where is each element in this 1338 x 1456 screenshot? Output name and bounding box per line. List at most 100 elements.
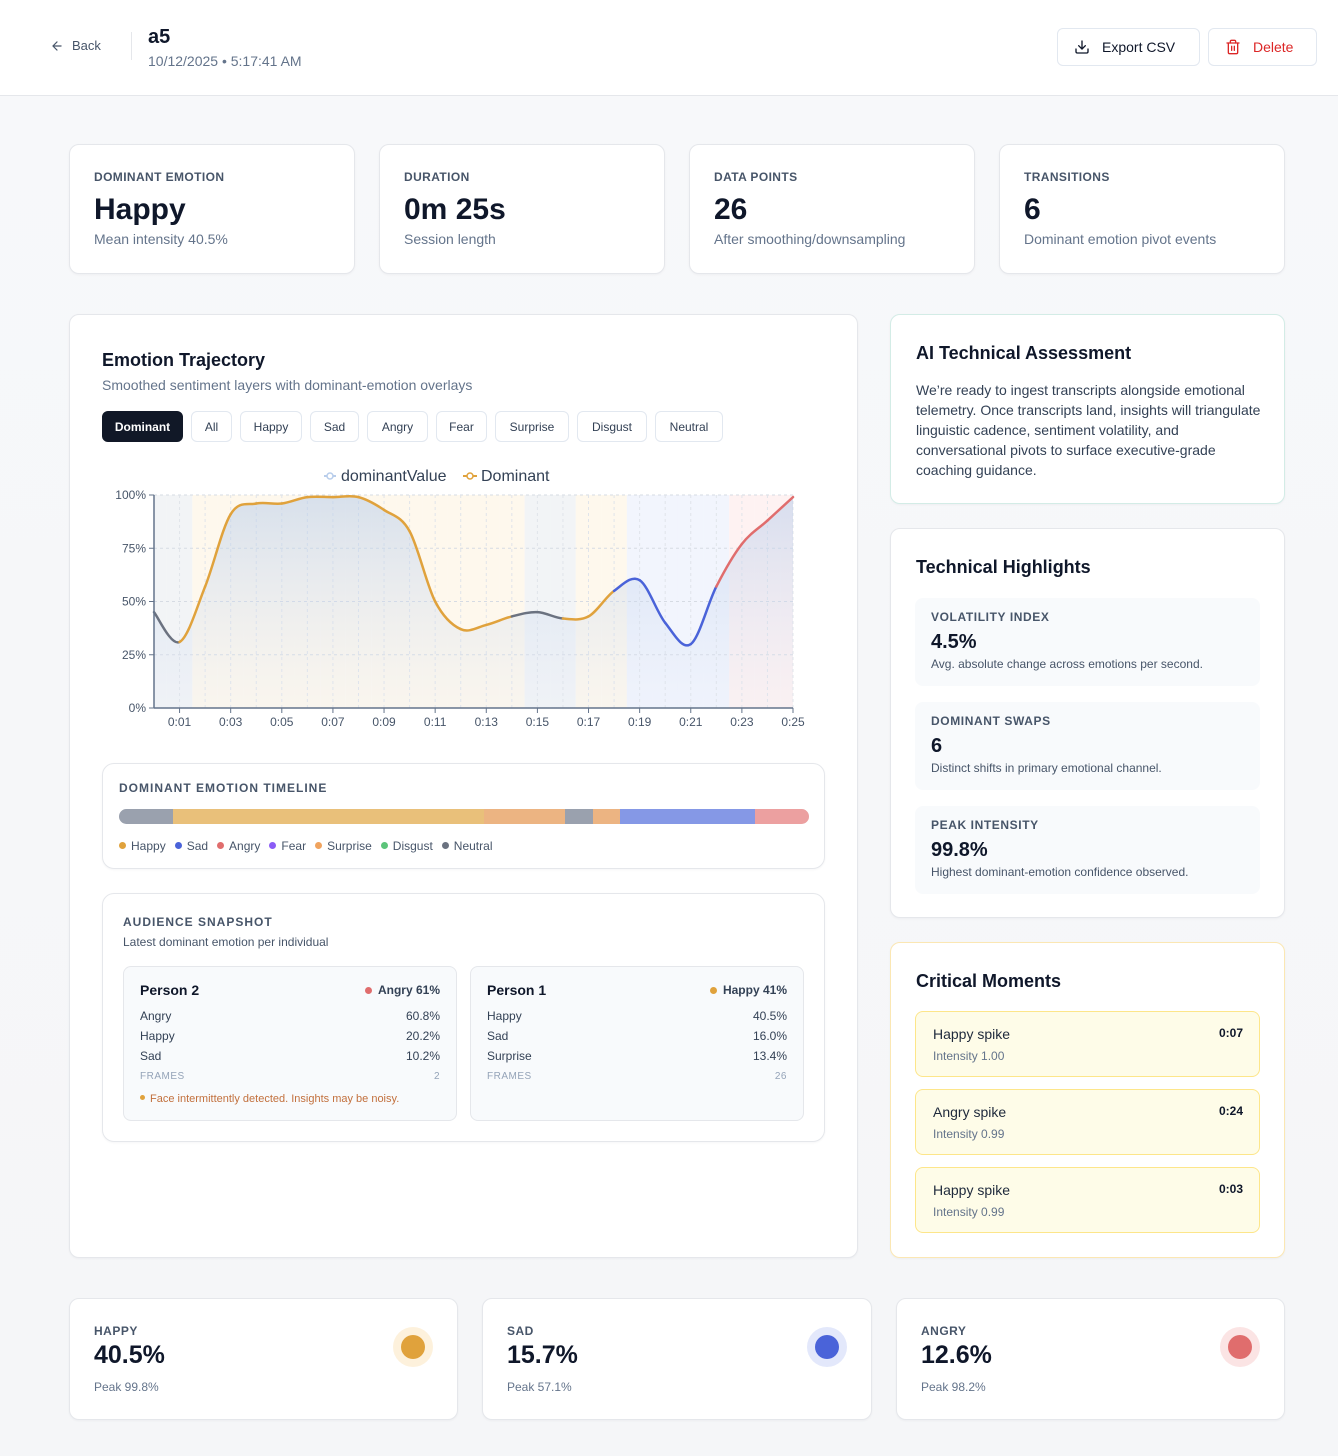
x-tick-label: 0:25 [781,715,805,729]
stat-card-transitions: TRANSITIONS 6 Dominant emotion pivot eve… [999,144,1285,274]
dominant-line-segment[interactable] [357,495,386,512]
critical-moment-item[interactable]: Angry spike Intensity 0.99 0:24 [915,1089,1260,1155]
row-value: 40.5% [752,1009,787,1023]
delete-button[interactable]: Delete [1208,28,1317,66]
stat-value: 6 [1024,193,1041,226]
dominant-line-segment[interactable] [689,585,718,646]
row-label: Happy [487,1009,522,1023]
dominant-line-segment[interactable] [638,578,667,625]
back-button[interactable]: Back [50,38,101,53]
legend-item-angry: Angry [217,839,260,853]
person-card-person-2[interactable]: Person 2 Angry 61% Angry 60.8% Happy 20.2%… [123,966,457,1121]
dominant-line-segment[interactable] [331,494,360,499]
row-value: 10.2% [405,1049,440,1063]
timeline-segment-neutral[interactable] [119,809,174,824]
timeline-segment-surprise[interactable] [592,809,620,824]
dominant-line-segment[interactable] [587,589,616,618]
moment-intensity: Intensity 1.00 [933,1049,1005,1063]
filter-chip-happy[interactable]: Happy [240,411,302,442]
dominant-line-segment[interactable] [766,495,795,522]
timeline-segment-angry[interactable] [754,809,809,824]
person-badge-label: Angry 61% [377,983,440,997]
person-emotion-row: Sad 16.0% [487,1029,787,1043]
assessment-title: AI Technical Assessment [916,343,1132,363]
dominant-line-segment[interactable] [510,610,539,618]
angry-dot-icon [217,842,225,849]
highlight-value: 99.8% [931,839,988,861]
timeline-segment-surprise[interactable] [484,809,566,824]
filter-chip-surprise[interactable]: Surprise [495,411,569,442]
dominant-line-segment[interactable] [485,615,514,627]
legend-item-sad: Sad [174,838,209,853]
dominant-line-segment[interactable] [663,621,693,647]
person-dominant-badge: Happy 41% [709,983,787,997]
dominant-line-segment[interactable] [280,495,309,505]
happy-dot-icon [119,842,126,849]
dominant-line-segment[interactable] [433,600,462,631]
x-tick-label: 0:15 [526,715,550,729]
dominant-line-segment[interactable] [229,502,258,516]
emotion-peak: Peak 99.8% [94,1380,159,1394]
filter-chip-sad[interactable]: Sad [310,411,359,442]
person-emotion-row: Sad 10.2% [140,1049,440,1063]
angry-dot-icon [364,986,372,994]
highlight-sub: Distinct shifts in primary emotional cha… [931,761,1162,775]
filter-chip-disgust[interactable]: Disgust [577,411,647,442]
dominant-line-segment[interactable] [203,512,232,588]
person-card-person-1[interactable]: Person 1 Happy 41% Happy 40.5% Sad 16.0% S… [470,966,804,1121]
page-timestamp: 10/12/2025 • 5:17:41 AM [148,53,302,69]
highlight-volatility-index: VOLATILITY INDEX 4.5% Avg. absolute chan… [915,598,1260,686]
row-value: 13.4% [752,1049,787,1063]
warning-dot-icon [140,1095,145,1100]
filter-chip-angry[interactable]: Angry [367,411,428,442]
filter-chip-fear[interactable]: Fear [436,411,487,442]
neutral-dot-icon [441,842,449,849]
happy-indicator-icon [393,1327,433,1367]
top-bar: Back a5 10/12/2025 • 5:17:41 AM Export C… [0,0,1338,96]
sad-indicator-icon [807,1327,847,1367]
legend-marker-dominant-value [326,472,334,480]
legend-item-disgust: Disgust [380,839,433,853]
dominant-line-segment[interactable] [408,529,437,603]
stat-sub: Session length [404,231,496,247]
export-csv-button[interactable]: Export CSV [1057,28,1200,66]
legend-label: Sad [186,838,209,853]
dominant-line-segment[interactable] [561,615,590,621]
timeline-segment-sad[interactable] [619,809,755,824]
trajectory-title: Emotion Trajectory [102,350,266,370]
row-value: 60.8% [405,1009,440,1023]
stat-value: 26 [714,193,748,226]
dominant-line-segment[interactable] [459,623,488,632]
filter-chip-all[interactable]: All [191,411,232,442]
stat-sub: After smoothing/downsampling [714,231,906,247]
highlight-label: DOMINANT SWAPS [931,714,1051,728]
dominant-line-segment[interactable] [152,610,181,644]
filter-chip-neutral[interactable]: Neutral [655,411,723,442]
dominant-line-segment[interactable] [715,542,744,588]
row-label: Happy [140,1029,175,1043]
x-tick-label: 0:11 [424,715,447,729]
dominant-line-segment[interactable] [382,508,411,533]
critical-title: Critical Moments [916,971,1062,991]
critical-moment-item[interactable]: Happy spike Intensity 0.99 0:03 [915,1167,1260,1233]
dominant-line-segment[interactable] [536,610,565,620]
ai-technical-assessment: AI Technical Assessment We’re ready to i… [890,314,1285,504]
timeline-segment-happy[interactable] [173,809,485,824]
dominant-line-segment[interactable] [612,577,641,593]
person-frames: FRAMES 26 [487,1071,787,1082]
emotion-trajectory-chart[interactable]: 0% 25% 50% 75% 100% 0:01 0:03 0:05 0:07 0:09 0:11 0… [100,462,820,752]
emotion-value: 12.6% [921,1341,992,1369]
dominant-line-segment[interactable] [740,519,769,546]
person-warning: Face intermittently detected. Insights m… [140,1093,399,1105]
highlight-sub: Highest dominant-emotion confidence obse… [931,865,1189,879]
page-title: a5 [148,26,171,48]
x-tick-label: 0:21 [679,715,703,729]
critical-moment-item[interactable]: Happy spike Intensity 1.00 0:07 [915,1011,1260,1077]
row-value: 16.0% [752,1029,787,1043]
timeline-segment-neutral[interactable] [565,809,593,824]
trajectory-subtitle: Smoothed sentiment layers with dominant-… [102,377,473,393]
dominant-line-segment[interactable] [178,585,207,644]
filter-chip-dominant[interactable]: Dominant [102,411,183,442]
dominant-line-segment[interactable] [254,501,284,506]
legend-label: Neutral [453,838,493,853]
